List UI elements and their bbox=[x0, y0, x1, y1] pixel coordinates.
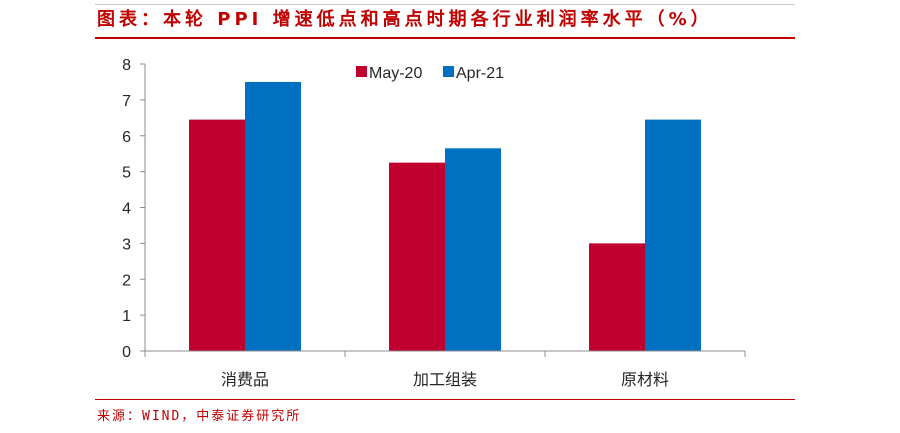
legend-swatch-apr-21 bbox=[443, 66, 454, 77]
x-category-label: 加工组装 bbox=[413, 371, 477, 389]
title-underline bbox=[95, 37, 795, 39]
bar-apr-21-2 bbox=[645, 119, 701, 351]
legend-label-may-20: May-20 bbox=[369, 65, 422, 82]
x-category-label: 原材料 bbox=[621, 371, 669, 389]
y-tick-label: 0 bbox=[122, 344, 131, 361]
legend-swatch-may-20 bbox=[356, 66, 367, 77]
bars-layer bbox=[189, 81, 701, 351]
x-category-label: 消费品 bbox=[221, 371, 269, 389]
bar-apr-21-0 bbox=[245, 81, 301, 351]
bar-may-20-0 bbox=[189, 119, 245, 351]
y-tick-label: 3 bbox=[122, 236, 131, 253]
y-tick-label: 4 bbox=[122, 201, 131, 218]
y-tick-label: 7 bbox=[122, 93, 131, 110]
bar-may-20-2 bbox=[589, 243, 645, 351]
source-note: 来源：WIND，中泰证券研究所 bbox=[97, 409, 302, 424]
top-rule bbox=[95, 4, 795, 5]
y-tick-label: 8 bbox=[122, 57, 131, 74]
figure-title: 图表：本轮 PPI 增速低点和高点时期各行业利润率水平（%） bbox=[97, 9, 713, 30]
y-tick-label: 2 bbox=[122, 272, 131, 289]
y-tick-label: 6 bbox=[122, 129, 131, 146]
footer-rule bbox=[95, 399, 795, 400]
category-labels: 消费品 加工组装 原材料 bbox=[221, 371, 669, 389]
legend: May-20 Apr-21 bbox=[356, 65, 504, 82]
y-tick-label: 1 bbox=[122, 308, 131, 325]
axes-layer: 0 1 2 3 4 5 6 7 8 bbox=[122, 57, 746, 361]
bar-may-20-1 bbox=[389, 162, 445, 351]
legend-label-apr-21: Apr-21 bbox=[456, 65, 504, 82]
bar-apr-21-1 bbox=[445, 148, 501, 351]
y-tick-label: 5 bbox=[122, 165, 131, 182]
